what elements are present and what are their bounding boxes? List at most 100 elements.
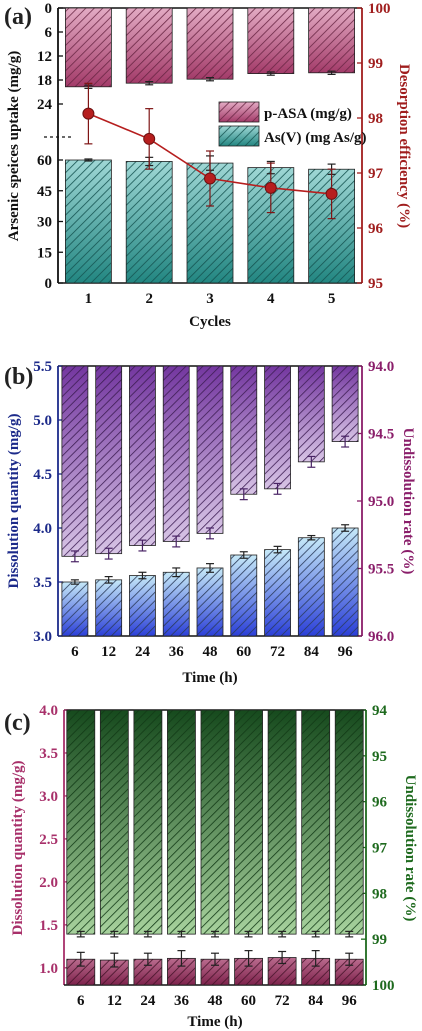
panel-b-ytick-4.0: 4.0: [33, 521, 52, 537]
panel-a-xtick-2: 2: [145, 291, 153, 307]
panel-c-xtick-36: 36: [174, 993, 190, 1009]
panel-a-legend-swatch-pasa: [218, 101, 260, 123]
panel-a-y2tick-95: 95: [368, 276, 383, 292]
panel-a-ylabel: Arsenic speices uptake (mg/g): [6, 51, 22, 241]
panel-a-bar-asv-5: [308, 168, 356, 284]
panel-b-y2tick-96.0: 96.0: [368, 629, 394, 645]
panel-b-xtick-48: 48: [203, 644, 218, 660]
panel-b-bar-dissolution-72: [264, 549, 291, 637]
panel-a-y2label: Desorption efficiency (%): [396, 64, 412, 228]
panel-a-ytick-upper-0: 0: [45, 1, 53, 17]
panel-a-legend-label-asv: As(V) (mg As/g): [264, 130, 367, 146]
panel-b-label: (b): [4, 364, 33, 390]
panel-a-bar-pasa-4: [247, 7, 295, 74]
panel-a-ytick-lower-60: 60: [37, 153, 52, 169]
panel-c-err-dissolution-6: [76, 951, 85, 967]
panel-b-bar-dissolution-36: [162, 571, 190, 637]
panel-c-ytick-1.0: 1.0: [39, 961, 58, 977]
panel-b-err-dissolution-24: [138, 571, 147, 580]
panel-a-err-asv-1: [84, 158, 93, 162]
panel-a-ytick-upper-12: 12: [37, 49, 52, 65]
panel-b-err-dissolution-60: [239, 551, 248, 559]
panel-c-y2tick-98: 98: [372, 886, 387, 902]
panel-b-err-undissolution-72: [273, 482, 282, 495]
panel-b-y2tick-95.5: 95.5: [368, 562, 394, 578]
panel-b-bar-dissolution-84: [297, 537, 325, 637]
panel-b-ytick-3.0: 3.0: [33, 629, 52, 645]
panel-b-xtick-84: 84: [304, 644, 320, 660]
panel-a-bar-pasa-5: [308, 7, 356, 74]
panel-c-ytick-3.0: 3.0: [39, 789, 58, 805]
panel-a-y2tick-99: 99: [368, 56, 383, 72]
panel-a-y2tick-96: 96: [368, 221, 384, 237]
panel-b-bar-dissolution-24: [129, 575, 156, 637]
panel-c-err-undissolution-36: [177, 930, 186, 938]
panel-c-err-dissolution-36: [177, 950, 186, 967]
panel-a-xtick-3: 3: [206, 291, 214, 307]
panel-b-ylabel: Dissolution quantity (mg/g): [6, 413, 22, 588]
panel-c-bar-dissolution-84: [301, 957, 331, 986]
panel-a-xtick-5: 5: [328, 291, 336, 307]
panel-b-err-undissolution-12: [104, 547, 113, 560]
panel-c-bar-dissolution-48: [200, 958, 230, 986]
panel-c-bar-dissolution-12: [99, 959, 129, 986]
panel-b-bar-dissolution-60: [230, 554, 258, 637]
panel-b-err-undissolution-6: [70, 550, 79, 563]
panel-a-bar-pasa-1: [65, 7, 112, 88]
panel-b-err-dissolution-12: [104, 575, 113, 584]
panel-c-xtick-96: 96: [342, 993, 358, 1009]
panel-a-err-pasa-2: [145, 80, 154, 86]
panel-b-bar-undissolution-12: [95, 365, 123, 555]
panel-a-point-desorption-1: [82, 107, 95, 120]
panel-b-bar-undissolution-24: [129, 365, 156, 546]
panel-b-xtick-24: 24: [135, 644, 151, 660]
panel-c-ytick-1.5: 1.5: [39, 918, 58, 934]
panel-c-err-undissolution-84: [311, 930, 320, 938]
panel-a-legend-swatch-asv: [218, 125, 260, 147]
panel-a-point-desorption-3: [204, 172, 216, 185]
panel-c-err-undissolution-24: [143, 930, 152, 938]
panel-a-label: (a): [4, 4, 32, 30]
panel-c-err-undissolution-96: [345, 930, 354, 938]
panel-c-y2tick-99: 99: [372, 932, 387, 948]
panel-a-legend: p-ASA (mg/g) As(V) (mg As/g): [218, 101, 367, 147]
panel-c-err-undissolution-12: [110, 930, 119, 938]
panel-a-bar-asv-2: [125, 161, 173, 284]
panel-c-y2tick-94: 94: [372, 703, 388, 719]
panel-b-err-undissolution-60: [239, 488, 248, 501]
panel-b-err-dissolution-84: [307, 534, 316, 541]
panel-c-err-dissolution-24: [143, 952, 152, 966]
panel-b-err-undissolution-48: [206, 527, 214, 540]
panel-c-ylabel: Dissolution quantity (mg/g): [10, 760, 26, 935]
panel-c-xtick-84: 84: [308, 993, 324, 1009]
panel-b-ytick-4.5: 4.5: [33, 467, 52, 483]
panel-c-xtick-48: 48: [208, 993, 223, 1009]
panel-c-xtick-24: 24: [140, 993, 156, 1009]
panel-b-bar-undissolution-48: [196, 365, 224, 534]
panel-c-ytick-3.5: 3.5: [39, 746, 58, 762]
panel-b-ytick-5.5: 5.5: [33, 359, 52, 375]
panel-b-bar-undissolution-84: [297, 365, 325, 463]
panel-b-xtick-12: 12: [101, 644, 116, 660]
panel-a-ytick-upper-24: 24: [37, 97, 53, 113]
panel-b-err-dissolution-36: [172, 567, 181, 578]
panel-b-bar-dissolution-48: [196, 567, 224, 637]
panel-c-err-dissolution-72: [278, 950, 287, 965]
panel-b-err-dissolution-72: [273, 545, 282, 554]
panel-a-ytick-lower-0: 0: [45, 276, 53, 292]
panel-a-err-pasa-5: [327, 70, 336, 76]
panel-c-xlabel: Time (h): [187, 1014, 242, 1030]
panel-c-bar-undissolution-6: [66, 709, 96, 935]
panel-c-bar-undissolution-72: [267, 709, 297, 935]
panel-b-bar-undissolution-36: [162, 365, 190, 542]
panel-a-xtick-4: 4: [267, 291, 275, 307]
panel-c-y2tick-97: 97: [372, 841, 388, 857]
panel-a-legend-label-pasa: p-ASA (mg/g): [264, 106, 352, 122]
panel-c-err-dissolution-48: [211, 952, 219, 966]
panel-a-point-desorption-4: [264, 181, 277, 194]
panel-c-err-dissolution-12: [110, 952, 119, 968]
panel-c-xtick-12: 12: [107, 993, 122, 1009]
panel-a-bar-asv-1: [65, 159, 112, 284]
panel-b-xlabel: Time (h): [182, 670, 237, 686]
